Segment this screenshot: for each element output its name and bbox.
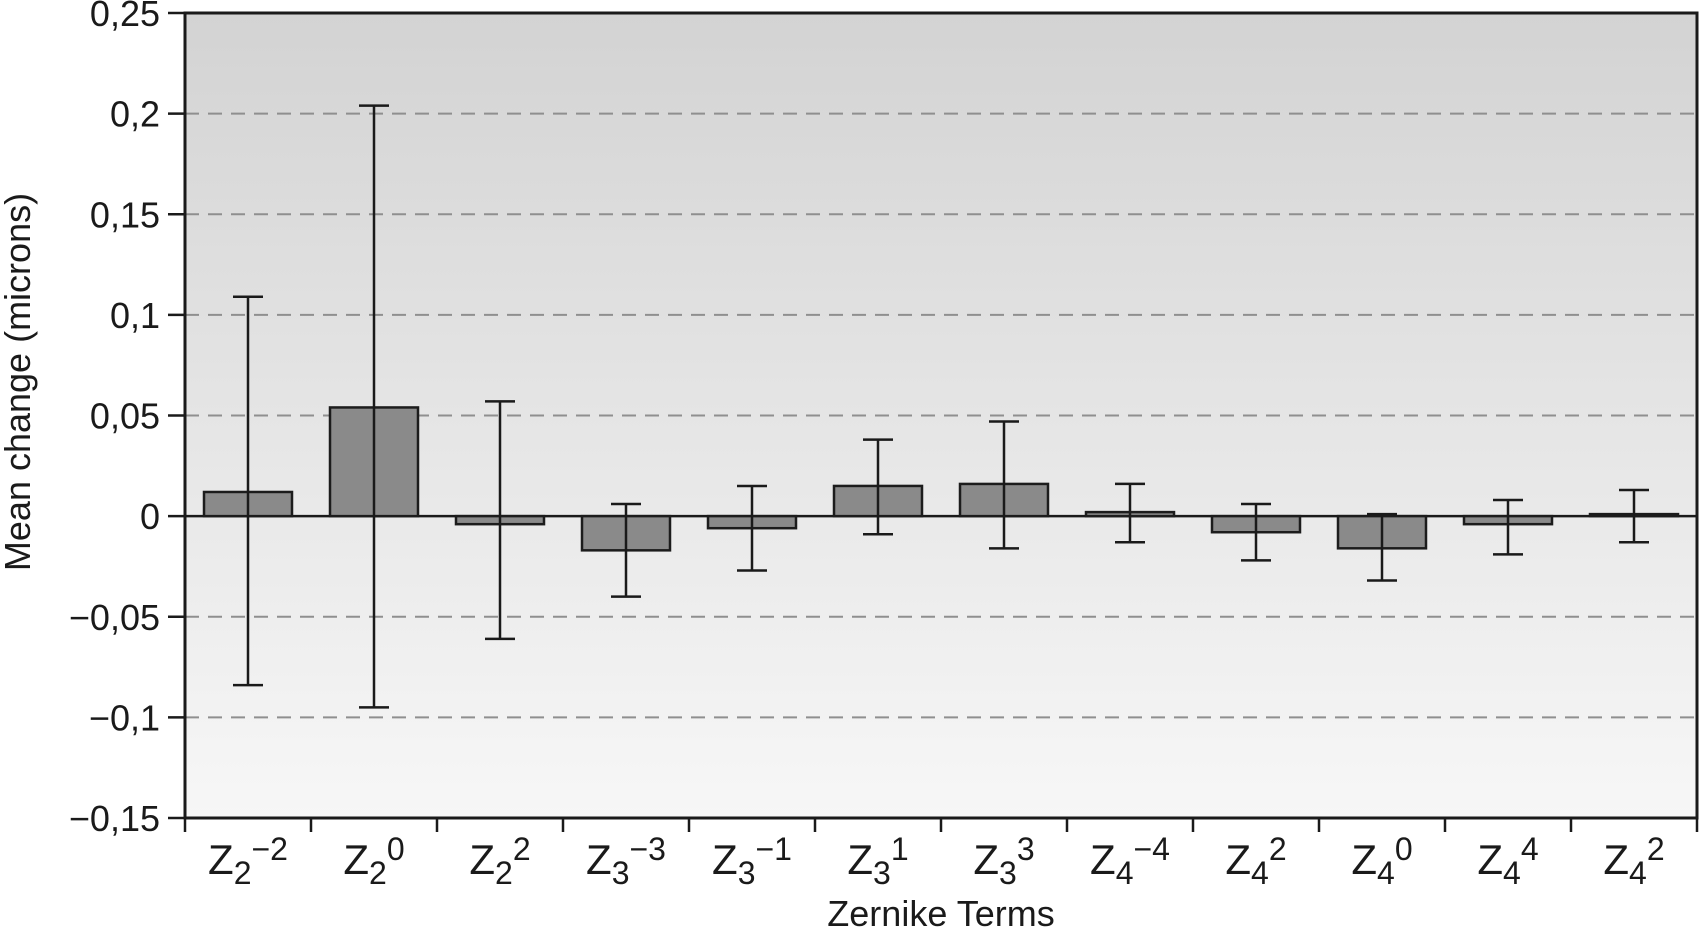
y-tick-label: 0 <box>140 496 160 537</box>
error-bar-10 <box>1493 498 1523 556</box>
error-bar-2 <box>485 400 515 641</box>
plot-background <box>185 13 1697 818</box>
x-category-label: Z42 <box>1603 831 1664 891</box>
y-tick-label: −0,1 <box>89 697 160 738</box>
y-tick-label: 0,25 <box>90 0 160 34</box>
error-bar-6 <box>989 420 1019 550</box>
x-category-label: Z22 <box>469 831 530 891</box>
error-bar-8 <box>1241 502 1271 562</box>
x-category-label: Z2−2 <box>208 831 288 891</box>
error-bar-9 <box>1367 512 1397 582</box>
chart-layers: 0,25 0,2 0,15 0,1 0,05 0 −0,05 −0,1 −0,15 Z2−2 Z20… <box>69 0 1699 891</box>
y-axis-title: Mean change (microns) <box>0 193 38 571</box>
x-category-label: Z33 <box>973 831 1034 891</box>
x-category-label: Z20 <box>343 831 404 891</box>
x-category-label: Z42 <box>1225 831 1286 891</box>
error-bar-4 <box>737 484 767 572</box>
error-bar-11 <box>1619 488 1649 544</box>
x-category-label: Z44 <box>1477 831 1538 891</box>
y-tick-label: −0,05 <box>69 597 160 638</box>
x-category-label: Z31 <box>847 831 908 891</box>
x-category-label: Z4−4 <box>1090 831 1170 891</box>
y-tick-label: 0,1 <box>110 295 160 336</box>
error-bar-3 <box>611 502 641 598</box>
y-tick-label: 0,05 <box>90 396 160 437</box>
x-category-label: Z3−1 <box>712 831 792 891</box>
error-bar-7 <box>1115 482 1145 544</box>
error-bar-5 <box>863 438 893 536</box>
x-category-label: Z40 <box>1351 831 1412 891</box>
error-bar-0 <box>233 295 263 687</box>
y-tick-label: 0,15 <box>90 194 160 235</box>
error-bar-1 <box>359 104 389 709</box>
x-axis-title: Zernike Terms <box>827 893 1054 927</box>
y-tick-label: 0,2 <box>110 94 160 135</box>
x-category-label: Z3−3 <box>586 831 666 891</box>
y-tick-label: −0,15 <box>69 798 160 839</box>
